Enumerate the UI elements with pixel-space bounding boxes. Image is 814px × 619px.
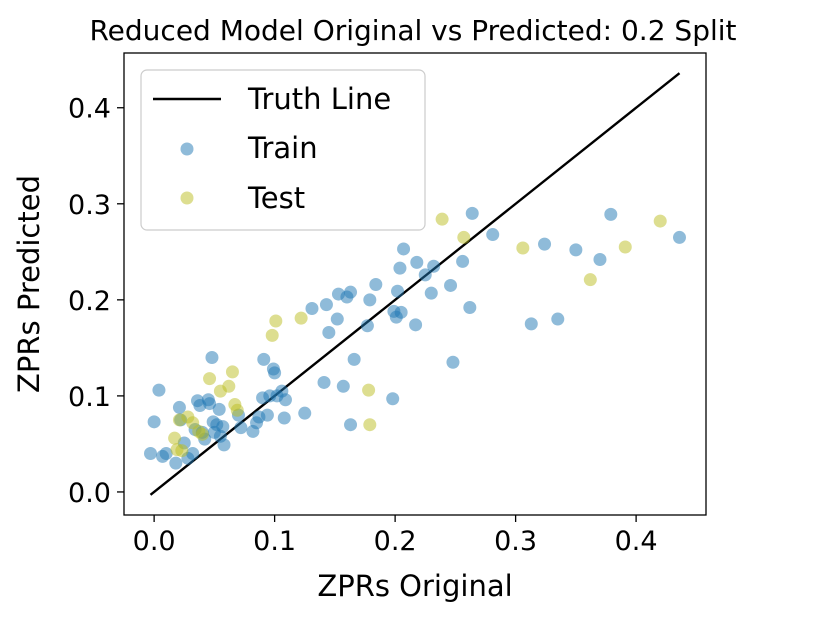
- train-point: [446, 355, 460, 369]
- train-point: [538, 237, 552, 251]
- train-point: [159, 447, 173, 461]
- train-point: [410, 255, 424, 269]
- train-point: [260, 408, 274, 422]
- test-point: [435, 212, 449, 226]
- test-point: [362, 383, 376, 397]
- test-point: [168, 431, 182, 445]
- test-point: [222, 379, 236, 393]
- train-point: [569, 243, 583, 257]
- test-series: [168, 212, 667, 458]
- test-point: [583, 273, 597, 287]
- train-point: [427, 259, 441, 273]
- train-point: [172, 400, 186, 414]
- test-point: [265, 328, 279, 342]
- train-point: [524, 317, 538, 331]
- train-point: [456, 254, 470, 268]
- x-tick-label: 0.4: [615, 526, 658, 557]
- train-point: [347, 352, 361, 366]
- x-tick-label: 0.0: [133, 526, 176, 557]
- train-point: [336, 379, 350, 393]
- train-point: [397, 242, 411, 256]
- legend-train-marker: [180, 142, 194, 156]
- train-point: [144, 447, 158, 461]
- train-point: [330, 312, 344, 326]
- train-point: [418, 268, 432, 282]
- test-point: [457, 230, 471, 244]
- legend-box: [140, 69, 426, 231]
- y-tick-label: 0.1: [68, 382, 111, 413]
- test-point: [230, 403, 244, 417]
- train-point: [278, 393, 292, 407]
- train-point: [277, 411, 291, 425]
- test-point: [269, 314, 283, 328]
- train-point: [317, 375, 331, 389]
- train-point: [217, 438, 231, 452]
- train-point: [486, 228, 500, 242]
- train-series: [144, 206, 686, 470]
- y-axis-ticks: 0.0 0.1 0.2 0.3 0.4: [68, 94, 124, 509]
- train-point: [234, 421, 248, 435]
- x-tick-label: 0.3: [494, 526, 537, 557]
- y-tick-label: 0.0: [68, 478, 111, 509]
- train-point: [203, 397, 217, 411]
- train-point: [322, 326, 336, 340]
- y-tick-label: 0.2: [68, 286, 111, 317]
- train-point: [604, 207, 618, 221]
- train-point: [169, 456, 183, 470]
- test-point: [203, 372, 217, 386]
- train-point: [147, 415, 161, 429]
- train-point: [463, 301, 477, 315]
- train-point: [360, 319, 374, 333]
- test-point: [195, 427, 209, 441]
- train-point: [319, 298, 333, 312]
- train-point: [216, 420, 230, 434]
- train-point: [344, 418, 358, 432]
- x-tick-label: 0.1: [253, 526, 296, 557]
- legend-label-train: Train: [247, 131, 318, 165]
- train-point: [409, 318, 423, 332]
- train-point: [593, 253, 607, 267]
- plot-area-frame: [123, 52, 707, 516]
- train-point: [298, 406, 312, 420]
- train-point: [391, 284, 405, 298]
- train-point: [369, 277, 383, 291]
- train-point: [394, 305, 408, 319]
- train-point: [305, 301, 319, 315]
- x-axis-ticks: 0.0 0.1 0.2 0.3 0.4: [133, 515, 658, 557]
- train-point: [344, 285, 358, 299]
- train-point: [152, 383, 166, 397]
- legend: Truth Line Train Test: [140, 69, 426, 231]
- test-point: [225, 365, 239, 379]
- train-point: [205, 350, 219, 364]
- y-axis-label: ZPRs Predicted: [12, 175, 46, 393]
- train-point: [186, 447, 200, 461]
- train-point: [444, 278, 458, 292]
- test-point: [653, 214, 667, 228]
- y-tick-label: 0.3: [68, 190, 111, 221]
- test-point: [618, 240, 632, 254]
- legend-label-truth-line: Truth Line: [247, 82, 391, 116]
- train-point: [257, 352, 271, 366]
- train-point: [465, 206, 479, 220]
- y-tick-label: 0.4: [68, 94, 111, 125]
- x-axis-label: ZPRs Original: [317, 569, 512, 603]
- train-point: [212, 402, 226, 416]
- chart-title: Reduced Model Original vs Predicted: 0.2…: [89, 14, 736, 47]
- x-tick-label: 0.2: [374, 526, 417, 557]
- test-point: [175, 444, 189, 458]
- train-point: [551, 312, 565, 326]
- legend-test-marker: [180, 191, 194, 205]
- test-point: [363, 418, 377, 432]
- test-point: [516, 241, 530, 255]
- train-point: [672, 230, 686, 244]
- legend-label-test: Test: [247, 181, 305, 215]
- test-point: [294, 311, 308, 325]
- train-point: [268, 366, 282, 380]
- train-point: [386, 392, 400, 406]
- train-point: [424, 286, 438, 300]
- train-point: [363, 293, 377, 307]
- train-point: [393, 261, 407, 275]
